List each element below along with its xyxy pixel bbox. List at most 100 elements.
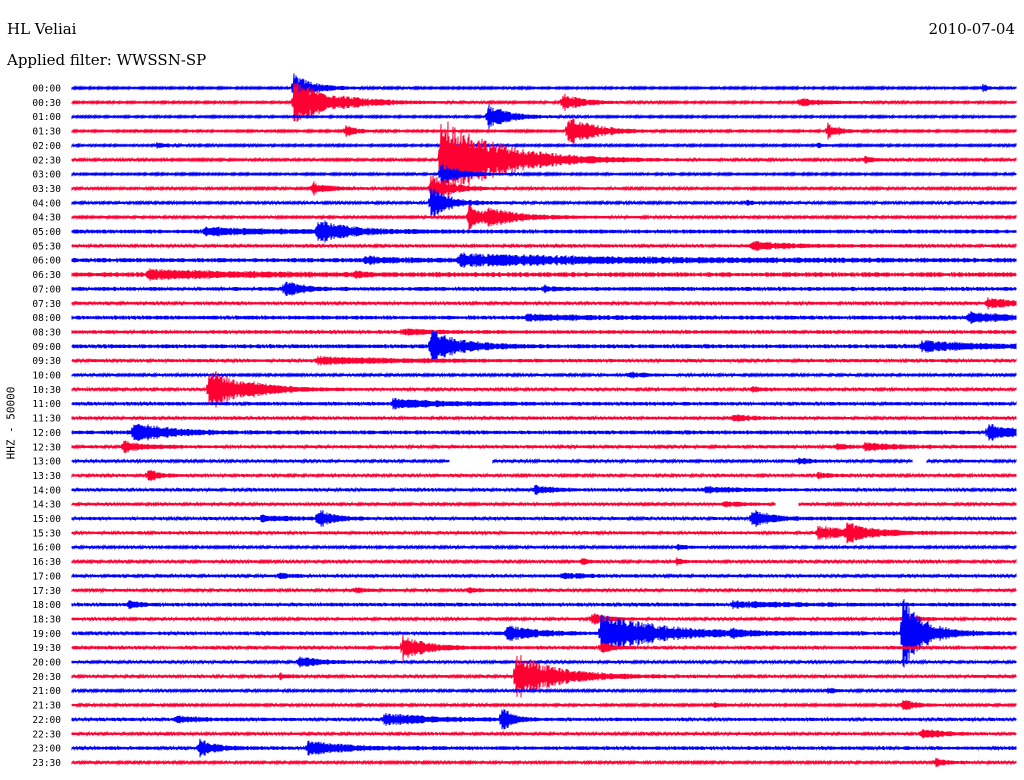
trace-row-0000 (71, 73, 1017, 103)
row-time-label: 12:30 (32, 442, 61, 453)
row-time-label: 17:00 (32, 571, 61, 582)
trace-row-0600 (71, 252, 1017, 268)
row-time-label: 18:00 (32, 600, 61, 611)
row-time-label: 22:00 (32, 715, 61, 726)
trace-row-1500 (71, 510, 1017, 527)
trace-row-2230 (71, 729, 1017, 739)
trace-row-0530 (71, 240, 1017, 251)
row-time-label: 13:30 (32, 471, 61, 482)
row-time-label: 21:00 (32, 686, 61, 697)
trace-row-0930 (71, 355, 1017, 366)
row-time-label: 05:00 (32, 227, 61, 238)
trace-row-0230 (71, 121, 1017, 199)
trace-row-1830 (71, 613, 1017, 625)
trace-row-1100 (71, 397, 1017, 410)
row-time-label: 20:00 (32, 658, 61, 669)
trace-row-0030 (71, 82, 1017, 122)
trace-row-0130 (71, 118, 1017, 144)
row-time-label: 21:30 (32, 701, 61, 712)
row-time-label: 14:30 (32, 500, 61, 511)
row-time-label: 20:30 (32, 672, 61, 683)
row-time-label: 11:30 (32, 414, 61, 425)
row-time-label: 11:00 (32, 399, 61, 410)
trace-row-1930 (71, 634, 1017, 661)
row-time-label: 19:00 (32, 629, 61, 640)
trace-row-1630 (71, 557, 1017, 566)
trace-row-1900 (71, 599, 1017, 668)
applied-filter-label: Applied filter: WWSSN-SP (7, 51, 207, 69)
trace-row-0700 (71, 281, 1017, 297)
trace-row-0400 (71, 187, 1017, 218)
row-time-label: 23:30 (32, 758, 61, 769)
trace-row-0430 (71, 204, 1017, 230)
station-name: HL Veliai (7, 20, 77, 38)
trace-row-0330 (71, 176, 1017, 201)
trace-row-1530 (71, 522, 1017, 544)
row-time-label: 16:00 (32, 543, 61, 554)
row-time-label: 07:30 (32, 299, 61, 310)
row-time-label: 06:00 (32, 256, 61, 267)
row-time-label: 04:30 (32, 213, 61, 224)
trace-row-0830 (71, 328, 1017, 336)
trace-row-0730 (71, 297, 1017, 310)
trace-row-2200 (71, 709, 1017, 730)
trace-row-1700 (71, 572, 1017, 580)
trace-row-1330 (71, 469, 1017, 482)
row-time-label: 16:30 (32, 557, 61, 568)
trace-row-1300 (71, 457, 1017, 465)
row-time-label: 03:00 (32, 170, 61, 181)
trace-row-1000 (71, 371, 1017, 379)
trace-row-1130 (71, 414, 1017, 422)
trace-row-2300 (71, 738, 1017, 758)
trace-row-1430 (71, 500, 1017, 508)
trace-row-0100 (71, 104, 1017, 129)
row-time-label: 01:00 (32, 112, 61, 123)
row-time-label: 02:00 (32, 141, 61, 152)
record-date: 2010-07-04 (928, 20, 1015, 38)
trace-row-2100 (71, 687, 1017, 694)
row-time-label: 15:00 (32, 514, 61, 525)
row-time-label: 10:00 (32, 371, 61, 382)
row-time-label: 07:00 (32, 284, 61, 295)
time-label-group: 00:00 00:30 01:00 01:30 02:00 02:30 03:00 03:30… (32, 84, 61, 769)
trace-row-1400 (71, 484, 1017, 495)
row-time-label: 17:30 (32, 586, 61, 597)
row-time-label: 01:30 (32, 127, 61, 138)
trace-group (71, 73, 1017, 768)
row-time-label: 18:30 (32, 614, 61, 625)
trace-row-2330 (71, 757, 1017, 768)
trace-row-1230 (71, 440, 1017, 453)
row-time-label: 02:30 (32, 155, 61, 166)
row-time-label: 22:30 (32, 729, 61, 740)
row-time-label: 12:00 (32, 428, 61, 439)
row-time-label: 09:30 (32, 356, 61, 367)
trace-row-0630 (71, 268, 1017, 281)
row-time-label: 10:30 (32, 385, 61, 396)
trace-row-0300 (71, 163, 1017, 185)
trace-row-0200 (71, 142, 1017, 149)
row-time-label: 00:30 (32, 98, 61, 109)
trace-row-2000 (71, 656, 1017, 668)
row-time-label: 03:30 (32, 184, 61, 195)
row-time-label: 15:30 (32, 528, 61, 539)
row-time-label: 08:00 (32, 313, 61, 324)
row-time-label: 04:00 (32, 198, 61, 209)
trace-row-2030 (71, 655, 1017, 698)
trace-row-1800 (71, 600, 1017, 609)
trace-row-0800 (71, 311, 1017, 325)
trace-row-0500 (71, 220, 1017, 243)
trace-row-1030 (71, 371, 1017, 408)
row-time-label: 05:30 (32, 241, 61, 252)
trace-row-1200 (71, 423, 1017, 441)
row-time-label: 00:00 (32, 84, 61, 95)
trace-row-1730 (71, 587, 1017, 594)
trace-row-2130 (71, 699, 1017, 711)
row-time-label: 08:30 (32, 327, 61, 338)
row-time-label: 14:00 (32, 485, 61, 496)
row-time-label: 06:30 (32, 270, 61, 281)
row-time-label: 13:00 (32, 457, 61, 468)
trace-row-0900 (71, 330, 1017, 363)
row-time-label: 19:30 (32, 643, 61, 654)
row-time-label: 23:00 (32, 744, 61, 755)
